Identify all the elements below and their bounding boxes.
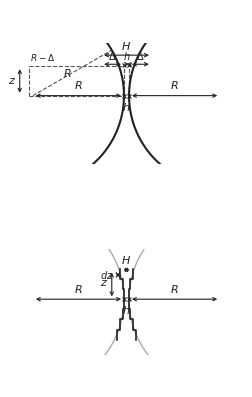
Text: $h$: $h$	[122, 304, 130, 316]
Text: $h$: $h$	[122, 50, 130, 62]
Text: $H$: $H$	[121, 40, 131, 52]
Text: $R$: $R$	[74, 79, 82, 91]
Text: $R$: $R$	[170, 283, 178, 295]
Text: $z$: $z$	[8, 76, 16, 86]
Text: $dz$: $dz$	[100, 269, 113, 281]
Text: $h$: $h$	[122, 101, 130, 113]
Text: $R-\Delta$: $R-\Delta$	[30, 52, 55, 63]
Text: $H$: $H$	[121, 254, 131, 266]
Text: $\Delta$: $\Delta$	[108, 50, 116, 62]
Text: $\Delta$: $\Delta$	[136, 50, 144, 62]
Text: $R$: $R$	[63, 67, 71, 79]
Text: $R$: $R$	[170, 79, 178, 91]
Text: $z$: $z$	[99, 278, 107, 288]
Text: $R$: $R$	[74, 283, 82, 295]
